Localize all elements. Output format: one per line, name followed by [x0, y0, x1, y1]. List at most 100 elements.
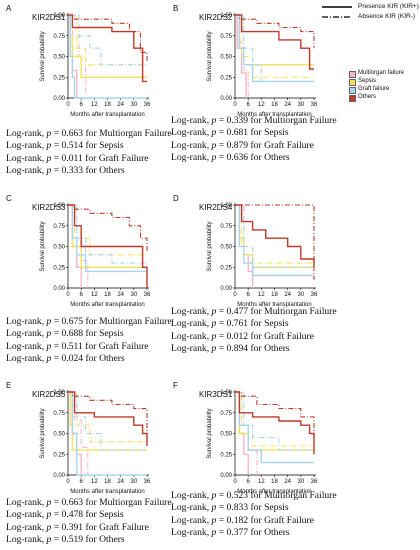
stat-line: Log-rank, p = 0.391 for Graft Failure	[6, 521, 149, 533]
stat-line: Log-rank, p = 0.879 for Graft Failure	[171, 139, 314, 151]
x-tick-label: 30	[130, 102, 137, 108]
x-tick-label: 0	[233, 479, 237, 485]
x-tick-label: 36	[311, 102, 318, 108]
km-chart-a: 0.00 0.25 0.50 0.75 1.00 0 6 12 18 24 30 36 Survival…	[40, 13, 151, 118]
x-tick-label: 12	[258, 479, 265, 485]
km-chart-d: 0.00 0.25 0.50 0.75 1.00 0 6 12 18 24 30 36 Survival…	[207, 203, 318, 308]
y-tick-label: 0.25	[53, 452, 65, 458]
km-curve-sepsis-presence	[68, 14, 147, 78]
y-tick-label: 1.00	[220, 13, 232, 19]
y-tick-label: 0.00	[53, 96, 65, 102]
y-tick-label: 0.75	[53, 34, 65, 40]
stat-line: Log-rank, p = 0.663 for Multiorgan Failu…	[6, 497, 172, 508]
y-axis-label: Survival probability	[207, 221, 213, 271]
km-chart-c: 0.00 0.25 0.50 0.75 1.00 0 6 12 18 24 30 36 Survival…	[40, 203, 151, 308]
y-tick-label: 0.75	[220, 224, 232, 230]
x-tick-label: 36	[311, 479, 318, 485]
y-tick-label: 0.50	[53, 245, 65, 251]
x-tick-label: 36	[144, 292, 151, 298]
stat-line: Log-rank, p = 0.011 for Graft Failure	[6, 152, 149, 164]
km-curve-others-absence	[68, 204, 148, 251]
x-tick-label: 6	[79, 479, 83, 485]
x-tick-label: 12	[91, 292, 98, 298]
x-axis-label: Months after transplantation	[237, 302, 311, 308]
y-tick-label: 0.75	[53, 224, 65, 230]
x-tick-label: 18	[271, 479, 278, 485]
panel-title-e: KIR2DS5	[32, 390, 66, 399]
x-axis-label: Months after transplantation	[70, 489, 144, 495]
km-curve-graft-failure-absence	[235, 391, 314, 451]
km-curve-sepsis-presence	[68, 204, 147, 268]
stat-line: Log-rank, p = 0.478 for Sepsis	[6, 509, 124, 521]
y-tick-label: 1.00	[53, 13, 65, 19]
panel-letter-b: B	[173, 4, 179, 13]
km-curve-graft-failure-presence	[235, 14, 314, 83]
km-curve-others-absence	[235, 14, 315, 49]
panel-d: 0.00 0.25 0.50 0.75 1.00 0 6 12 18 24 30 36 Survival…	[167, 190, 367, 310]
panel-letter-c: C	[6, 194, 12, 203]
km-curve-multiorgan-failure-absence	[68, 391, 89, 475]
y-tick-label: 0.25	[53, 265, 65, 271]
x-tick-label: 30	[297, 292, 304, 298]
panel-f: 0.00 0.25 0.50 0.75 1.00 0 6 12 18 24 30 36 Survival…	[167, 377, 367, 497]
y-tick-label: 1.00	[220, 203, 232, 209]
y-tick-label: 1.00	[53, 390, 65, 396]
x-tick-label: 6	[79, 102, 83, 108]
stat-line: Log-rank, p = 0.333 for Others	[6, 165, 125, 177]
x-tick-label: 6	[246, 292, 250, 298]
y-axis-label: Survival probability	[207, 408, 213, 458]
panel-title-f: KIR3DS1	[199, 390, 233, 399]
y-tick-label: 0.50	[220, 432, 232, 438]
km-curve-others-absence	[235, 391, 315, 438]
x-tick-label: 24	[284, 479, 291, 485]
km-chart-e: 0.00 0.25 0.50 0.75 1.00 0 6 12 18 24 30 36 Survival…	[40, 390, 151, 495]
x-tick-label: 24	[117, 102, 124, 108]
y-tick-label: 0.50	[220, 55, 232, 61]
y-tick-label: 0.50	[53, 55, 65, 61]
x-tick-label: 24	[117, 479, 124, 485]
x-tick-label: 6	[246, 102, 250, 108]
x-tick-label: 12	[258, 102, 265, 108]
stat-line: Log-rank, p = 0.636 for Others	[171, 152, 290, 164]
x-tick-label: 36	[144, 479, 151, 485]
x-axis-label: Months after transplantation	[70, 112, 144, 118]
km-curve-others-presence	[235, 391, 315, 455]
km-curve-graft-failure-presence	[68, 204, 147, 273]
panel-title-a: KIR2DS1	[32, 13, 66, 22]
km-curve-others-presence	[68, 204, 148, 288]
legend-absence-label: Absence KIR (KIR-)	[358, 13, 416, 20]
y-tick-label: 0.50	[220, 245, 232, 251]
panel-b: 0.00 0.25 0.50 0.75 1.00 0 6 12 18 24 30 36 Survival…	[167, 0, 367, 120]
y-tick-label: 0.00	[220, 473, 232, 479]
stats-c: Log-rank, p = 0.675 for Multiorgan Failu…	[6, 316, 211, 366]
y-tick-label: 0.25	[53, 75, 65, 81]
stat-line: Log-rank, p = 0.377 for Others	[171, 527, 290, 539]
legend-swatch-2	[349, 87, 356, 94]
panel-c: 0.00 0.25 0.50 0.75 1.00 0 6 12 18 24 30 36 Survival…	[0, 190, 200, 310]
km-curve-sepsis-absence	[68, 204, 147, 256]
stat-line: Log-rank, p = 0.681 for Sepsis	[171, 127, 289, 139]
legend-presence-label: Presence KIR (KIR+)	[358, 3, 419, 10]
stat-line: Log-rank, p = 0.833 for Sepsis	[171, 502, 289, 514]
stats-b: Log-rank, p = 0.339 for Multiorgan Failu…	[171, 115, 376, 165]
km-curve-others-presence	[68, 391, 148, 446]
x-axis-label: Months after transplantation	[70, 302, 144, 308]
y-tick-label: 0.00	[220, 286, 232, 292]
x-tick-label: 24	[284, 292, 291, 298]
legend-swatch-1	[349, 79, 356, 86]
stat-line: Log-rank, p = 0.012 for Graft Failure	[171, 330, 314, 342]
legend-absence: Absence KIR (KIR-)	[322, 13, 420, 23]
panel-title-b: KIR2DS2	[199, 13, 233, 22]
x-tick-label: 18	[104, 292, 111, 298]
panel-letter-f: F	[173, 381, 178, 390]
legend-cat-label-0: Multiorgan failure	[358, 70, 405, 76]
y-tick-label: 0.25	[220, 452, 232, 458]
panel-letter-d: D	[173, 194, 179, 203]
y-tick-label: 0.75	[220, 411, 232, 417]
x-tick-label: 30	[130, 292, 137, 298]
panel-title-c: KIR2DS3	[32, 203, 66, 212]
km-curve-others-absence	[68, 14, 148, 61]
y-tick-label: 0.25	[220, 265, 232, 271]
x-tick-label: 18	[271, 102, 278, 108]
km-chart-b: 0.00 0.25 0.50 0.75 1.00 0 6 12 18 24 30 36 Survival…	[207, 13, 318, 118]
